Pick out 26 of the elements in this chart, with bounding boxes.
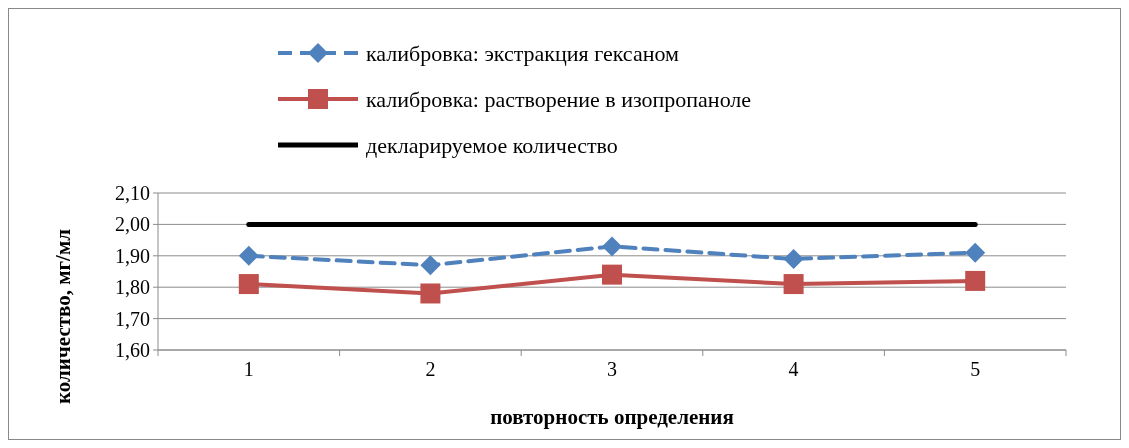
x-axis-title: повторность определения	[490, 405, 734, 429]
legend-label: декларируемое количество	[366, 132, 618, 158]
y-tick-label: 1,70	[115, 307, 150, 330]
y-tick-label: 1,90	[115, 244, 150, 267]
y-tick-label: 2,10	[115, 182, 150, 204]
point	[783, 274, 804, 295]
point	[965, 242, 986, 263]
x-tick-label: 1	[243, 358, 254, 380]
point	[965, 270, 986, 291]
legend-label: калибровка: экстракция гексаном	[366, 40, 680, 66]
x-tick-label: 5	[970, 358, 981, 380]
point	[602, 264, 622, 285]
y-tick-label: 1,60	[115, 339, 150, 361]
x-tick-label: 2	[425, 358, 436, 380]
y-tick-label: 2,00	[115, 213, 150, 236]
y-tick-label: 1,80	[115, 276, 150, 299]
legend-label: калибровка: растворение в изопропаноле	[366, 86, 752, 112]
x-tick-label: 3	[607, 358, 617, 380]
point	[783, 248, 804, 269]
point	[420, 255, 441, 276]
point	[238, 274, 259, 295]
point	[420, 283, 441, 304]
y-axis-title: количество, мг/мл	[51, 228, 75, 404]
point	[238, 245, 259, 266]
point	[602, 236, 622, 257]
x-tick-label: 4	[788, 358, 799, 380]
